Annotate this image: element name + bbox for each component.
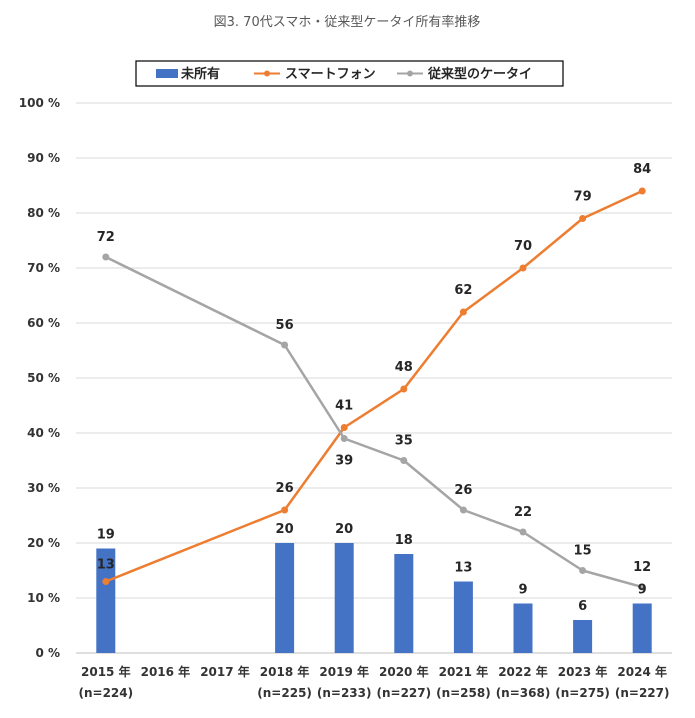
data-point [459, 506, 467, 514]
x-tick-label: 2015 年 [81, 664, 131, 679]
smartphone-value-label: 26 [276, 481, 294, 496]
legend-label-smartphone: スマートフォン [285, 67, 376, 82]
y-tick-label: 40 % [27, 426, 60, 440]
y-tick-label: 0 % [35, 646, 60, 660]
legend-marker-feature-phone [407, 70, 413, 77]
y-tick-label: 60 % [27, 316, 60, 330]
x-tick-label: 2023 年 [558, 664, 608, 679]
smartphone-value-label: 13 [97, 558, 115, 573]
bar-value-label: 18 [395, 533, 413, 548]
bar-series-unowned [96, 543, 652, 653]
x-tick-sample-size: (n=227) [615, 686, 670, 700]
feature-phone-value-label: 22 [514, 505, 532, 520]
x-tick-sample-size: (n=275) [555, 686, 610, 700]
x-tick-label: 2020 年 [379, 664, 429, 679]
smartphone-value-label: 41 [335, 399, 353, 414]
data-point [519, 264, 527, 272]
feature-phone-value-label: 26 [454, 483, 472, 498]
feature-phone-value-label: 12 [633, 560, 651, 575]
data-point [281, 506, 289, 514]
smartphone-value-label: 48 [395, 360, 413, 375]
y-tick-label: 20 % [27, 536, 60, 550]
smartphone-value-label: 62 [454, 283, 472, 298]
y-tick-label: 90 % [27, 151, 60, 165]
data-point [281, 341, 289, 349]
feature-phone-value-label: 15 [574, 544, 592, 559]
y-axis: 0 % 10 % 20 % 30 % 40 % 50 % 60 % 70 % 80 % 90 % 1… [19, 96, 60, 660]
gridlines [76, 102, 672, 599]
bar-value-label: 9 [638, 583, 647, 598]
x-tick-sample-size: (n=233) [317, 686, 372, 700]
x-tick-label: 2024 年 [617, 664, 667, 679]
legend-box [135, 60, 564, 87]
line-series-feature-phone [102, 253, 646, 591]
bar [334, 543, 354, 653]
bar-value-label: 20 [276, 522, 294, 537]
data-point [579, 567, 587, 574]
x-tick-label: 2019 年 [319, 664, 369, 679]
bar [394, 554, 414, 653]
line-series [102, 187, 646, 591]
x-tick-sample-size: (n=368) [496, 686, 551, 700]
x-tick-label: 2022 年 [498, 664, 548, 679]
data-point [459, 308, 467, 316]
data-point [400, 457, 408, 464]
chart-title: 図3. 70代スマホ・従来型ケータイ所有率推移 [214, 14, 481, 30]
legend-label-unowned: 未所有 [180, 66, 220, 82]
bar-value-label: 9 [518, 583, 527, 598]
x-tick-label: 2021 年 [439, 664, 489, 679]
data-point [519, 528, 527, 536]
feature-phone-value-label: 72 [97, 230, 115, 245]
y-tick-label: 100 % [19, 96, 60, 110]
bar-value-label: 6 [578, 599, 587, 614]
smartphone-value-label: 84 [633, 162, 651, 177]
x-tick-sample-size: (n=227) [376, 686, 431, 700]
data-point [340, 435, 348, 442]
data-labels: 19 20 20 18 13 9 6 9 13 26 41 48 62 70 79 84 72 56 39 35 26 2… [97, 162, 651, 614]
legend-swatch-unowned [156, 69, 178, 78]
y-tick-label: 70 % [27, 261, 60, 275]
smartphone-value-label: 79 [574, 190, 592, 205]
bar-value-label: 20 [335, 522, 353, 537]
x-tick-sample-size: (n=224) [78, 686, 133, 700]
line-series-smartphone [102, 187, 646, 585]
data-point [579, 215, 587, 222]
legend: 未所有 スマートフォン 従来型のケータイ [135, 60, 564, 87]
data-point [638, 583, 646, 591]
data-point [400, 385, 408, 393]
smartphone-value-label: 70 [514, 239, 532, 254]
bar [96, 548, 116, 653]
feature-phone-value-label: 56 [276, 318, 294, 333]
series-line [105, 255, 643, 589]
bar [573, 620, 593, 653]
bar [632, 603, 652, 653]
feature-phone-value-label: 35 [395, 434, 413, 449]
data-point [340, 424, 348, 431]
feature-phone-value-label: 39 [335, 454, 353, 469]
x-axis: 2015 年 (n=224) 2016 年 2017 年 2018 年 (n=225) 20… [76, 652, 672, 700]
x-tick-label: 2017 年 [200, 664, 250, 679]
x-tick-sample-size: (n=225) [257, 686, 312, 700]
legend-marker-smartphone [264, 70, 270, 77]
data-point [102, 578, 110, 585]
series-line [105, 189, 643, 583]
bar [453, 581, 473, 653]
bar-value-label: 13 [454, 561, 472, 576]
y-tick-label: 30 % [27, 481, 60, 495]
y-tick-label: 10 % [27, 591, 60, 605]
x-tick-sample-size: (n=258) [436, 686, 491, 700]
y-tick-label: 80 % [27, 206, 60, 220]
y-tick-label: 50 % [27, 371, 60, 385]
data-point [638, 187, 646, 195]
x-tick-label: 2018 年 [260, 664, 310, 679]
bar [275, 543, 295, 653]
bar-value-label: 19 [97, 528, 115, 543]
data-point [102, 253, 110, 261]
legend-label-feature-phone: 従来型のケータイ [427, 66, 532, 82]
x-tick-label: 2016 年 [141, 664, 191, 679]
bar [513, 603, 533, 653]
